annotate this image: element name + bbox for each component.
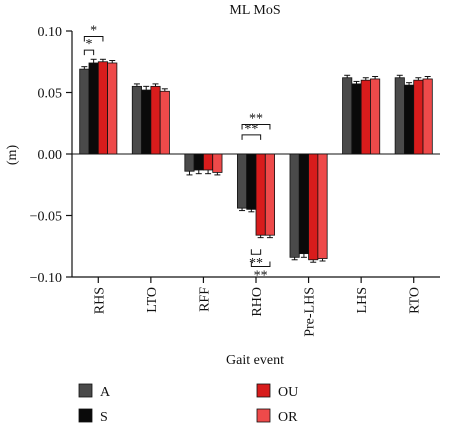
bar <box>236 153 248 209</box>
x-tick-label: RHS <box>92 287 107 314</box>
bar <box>107 62 118 155</box>
significance-bracket <box>250 249 262 255</box>
y-tick-label: 0.00 <box>38 148 63 163</box>
bar <box>131 85 142 155</box>
legend: AS OU OR <box>78 383 298 425</box>
bar <box>141 89 152 155</box>
significance-annotations: ********** <box>83 24 271 284</box>
legend-label: S <box>100 410 108 425</box>
legend-label: OR <box>278 410 298 425</box>
x-tick-label: Pre-LHS <box>303 287 318 337</box>
chart-title: ML MoS <box>229 3 280 18</box>
significance-star: ** <box>244 122 258 137</box>
x-tick-label: RFF <box>197 287 212 312</box>
y-axis-label: (m) <box>5 145 20 166</box>
legend-label: A <box>100 385 111 400</box>
y-tick-label: 0.10 <box>38 25 63 40</box>
bar <box>255 153 266 236</box>
bar <box>394 77 405 155</box>
legend-swatch <box>256 408 271 423</box>
bar <box>184 153 195 172</box>
significance-bracket <box>241 123 271 130</box>
significance-star: ** <box>254 269 268 284</box>
bar <box>360 79 371 155</box>
significance-star: ** <box>249 111 263 126</box>
bar <box>370 78 381 155</box>
significance-bracket <box>83 36 104 42</box>
bar <box>298 153 309 255</box>
legend-swatch <box>256 383 271 398</box>
bars-group <box>79 58 433 263</box>
x-tick-label: RTO <box>408 287 423 314</box>
bar <box>193 153 204 171</box>
y-tick-label: −0.05 <box>30 210 62 225</box>
bar <box>203 153 214 171</box>
axes: 0.10 0.05 0.00 −0.05 −0.10 RHS LTO RFF RHO Pre-LH… <box>30 25 440 337</box>
bar <box>246 153 257 210</box>
legend-label: OU <box>278 385 298 400</box>
bar <box>351 83 362 155</box>
significance-bracket <box>241 134 262 140</box>
bar <box>308 153 319 261</box>
bar <box>342 77 353 155</box>
y-tick-label: 0.05 <box>38 87 63 102</box>
x-axis-label: Gait event <box>226 353 284 368</box>
bar <box>317 153 328 259</box>
bar <box>413 79 424 155</box>
bar <box>404 84 415 155</box>
y-tick-label: −0.10 <box>30 271 62 286</box>
bar <box>422 78 433 155</box>
bar <box>150 85 161 155</box>
bar <box>289 153 300 258</box>
legend-swatch <box>78 383 93 398</box>
x-tick-label: LHS <box>355 287 370 313</box>
x-tick-label: LTO <box>145 287 160 313</box>
significance-star: * <box>90 24 97 39</box>
x-tick-label: RHO <box>250 287 265 317</box>
significance-bracket <box>250 261 271 268</box>
legend-swatch <box>78 408 93 423</box>
significance-star: ** <box>249 256 263 271</box>
bar <box>159 90 170 155</box>
bar <box>79 68 90 155</box>
significance-star: * <box>85 37 92 52</box>
bar <box>264 153 275 236</box>
bar <box>212 153 223 173</box>
bar <box>97 61 108 155</box>
bar <box>88 62 99 155</box>
significance-bracket <box>83 49 95 56</box>
